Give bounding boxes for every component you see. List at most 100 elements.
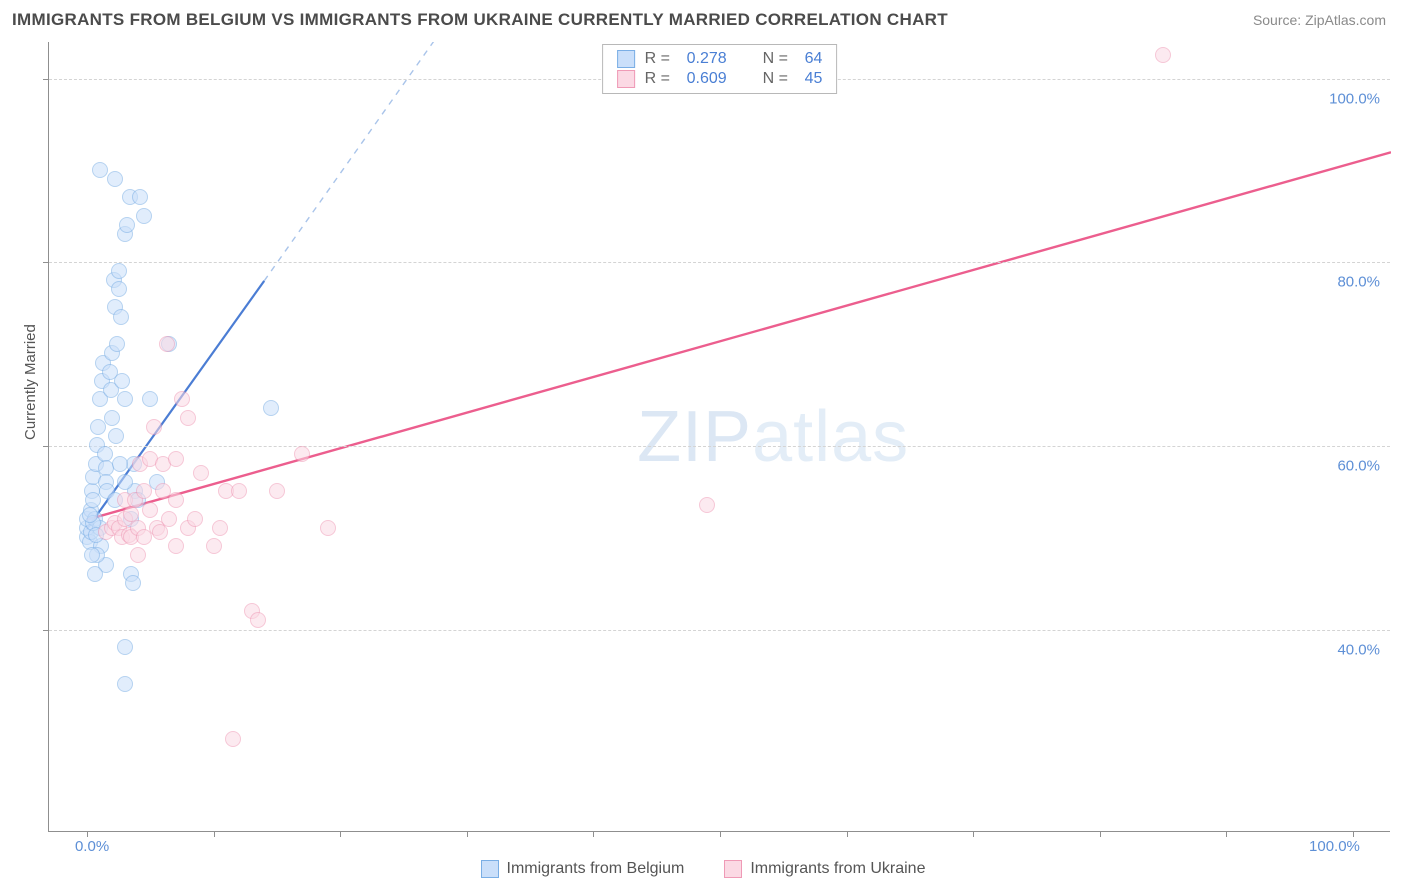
- scatter-point: [152, 524, 168, 540]
- r-value-belgium: 0.278: [687, 50, 747, 68]
- scatter-point: [174, 391, 190, 407]
- watermark-thin: atlas: [752, 397, 909, 477]
- x-tick: [340, 831, 341, 837]
- trend-lines: [49, 42, 1391, 832]
- x-tick: [87, 831, 88, 837]
- scatter-point: [125, 575, 141, 591]
- plot-area: ZIPatlas R = 0.278 N = 64 R = 0.609 N = …: [48, 42, 1390, 832]
- plot-canvas: ZIPatlas R = 0.278 N = 64 R = 0.609 N = …: [48, 42, 1390, 832]
- legend-item-belgium: Immigrants from Belgium: [481, 860, 685, 878]
- x-tick: [593, 831, 594, 837]
- chart-title: IMMIGRANTS FROM BELGIUM VS IMMIGRANTS FR…: [12, 10, 948, 30]
- scatter-point: [193, 465, 209, 481]
- scatter-point: [92, 162, 108, 178]
- header: IMMIGRANTS FROM BELGIUM VS IMMIGRANTS FR…: [0, 0, 1406, 36]
- scatter-point: [104, 410, 120, 426]
- scatter-point: [699, 497, 715, 513]
- scatter-point: [119, 217, 135, 233]
- scatter-point: [112, 456, 128, 472]
- y-tick-label: 80.0%: [1337, 274, 1380, 291]
- x-tick: [720, 831, 721, 837]
- x-tick-label-left: 0.0%: [75, 838, 109, 855]
- scatter-point: [82, 507, 98, 523]
- r-value-ukraine: 0.609: [687, 70, 747, 88]
- gridline: [49, 262, 1390, 263]
- legend-item-ukraine: Immigrants from Ukraine: [724, 860, 925, 878]
- x-tick: [1100, 831, 1101, 837]
- legend-series: Immigrants from Belgium Immigrants from …: [0, 860, 1406, 878]
- y-tick: [43, 262, 49, 263]
- scatter-point: [231, 483, 247, 499]
- y-tick: [43, 79, 49, 80]
- swatch-belgium: [481, 860, 499, 878]
- scatter-point: [90, 419, 106, 435]
- scatter-point: [87, 566, 103, 582]
- legend-correlation: R = 0.278 N = 64 R = 0.609 N = 45: [602, 44, 838, 94]
- scatter-point: [111, 281, 127, 297]
- x-tick: [1353, 831, 1354, 837]
- y-tick-label: 100.0%: [1329, 90, 1380, 107]
- n-value-ukraine: 45: [805, 70, 823, 88]
- scatter-point: [117, 391, 133, 407]
- scatter-point: [206, 538, 222, 554]
- legend-row-ukraine: R = 0.609 N = 45: [617, 69, 823, 89]
- legend-row-belgium: R = 0.278 N = 64: [617, 49, 823, 69]
- x-tick: [847, 831, 848, 837]
- scatter-point: [180, 410, 196, 426]
- scatter-point: [114, 373, 130, 389]
- x-tick: [973, 831, 974, 837]
- y-axis-title: Currently Married: [22, 324, 39, 440]
- y-tick-label: 40.0%: [1337, 641, 1380, 658]
- scatter-point: [320, 520, 336, 536]
- swatch-belgium: [617, 50, 635, 68]
- swatch-ukraine: [617, 70, 635, 88]
- swatch-ukraine: [724, 860, 742, 878]
- legend-label-belgium: Immigrants from Belgium: [507, 860, 685, 878]
- scatter-point: [161, 511, 177, 527]
- scatter-point: [142, 502, 158, 518]
- r-label: R =: [645, 50, 677, 68]
- scatter-point: [108, 428, 124, 444]
- n-value-belgium: 64: [805, 50, 823, 68]
- y-tick: [43, 630, 49, 631]
- x-tick-label-right: 100.0%: [1309, 838, 1360, 855]
- scatter-point: [212, 520, 228, 536]
- n-label: N =: [763, 70, 795, 88]
- legend-label-ukraine: Immigrants from Ukraine: [750, 860, 925, 878]
- x-tick: [214, 831, 215, 837]
- scatter-point: [159, 336, 175, 352]
- scatter-point: [250, 612, 266, 628]
- scatter-point: [146, 419, 162, 435]
- scatter-point: [84, 547, 100, 563]
- scatter-point: [225, 731, 241, 747]
- scatter-point: [294, 446, 310, 462]
- watermark-bold: ZIP: [637, 397, 752, 477]
- scatter-point: [269, 483, 285, 499]
- scatter-point: [263, 400, 279, 416]
- n-label: N =: [763, 50, 795, 68]
- scatter-point: [109, 336, 125, 352]
- scatter-point: [117, 639, 133, 655]
- scatter-point: [168, 451, 184, 467]
- scatter-point: [85, 492, 101, 508]
- y-tick-label: 60.0%: [1337, 458, 1380, 475]
- scatter-point: [136, 483, 152, 499]
- scatter-point: [111, 263, 127, 279]
- scatter-point: [136, 208, 152, 224]
- gridline: [49, 630, 1390, 631]
- y-tick: [43, 446, 49, 447]
- x-tick: [467, 831, 468, 837]
- scatter-point: [1155, 47, 1171, 63]
- scatter-point: [187, 511, 203, 527]
- scatter-point: [168, 492, 184, 508]
- scatter-point: [130, 547, 146, 563]
- watermark: ZIPatlas: [637, 396, 909, 478]
- gridline: [49, 446, 1390, 447]
- x-tick: [1226, 831, 1227, 837]
- scatter-point: [117, 676, 133, 692]
- scatter-point: [132, 189, 148, 205]
- r-label: R =: [645, 70, 677, 88]
- source-label: Source: ZipAtlas.com: [1253, 12, 1386, 28]
- scatter-point: [117, 474, 133, 490]
- scatter-point: [107, 171, 123, 187]
